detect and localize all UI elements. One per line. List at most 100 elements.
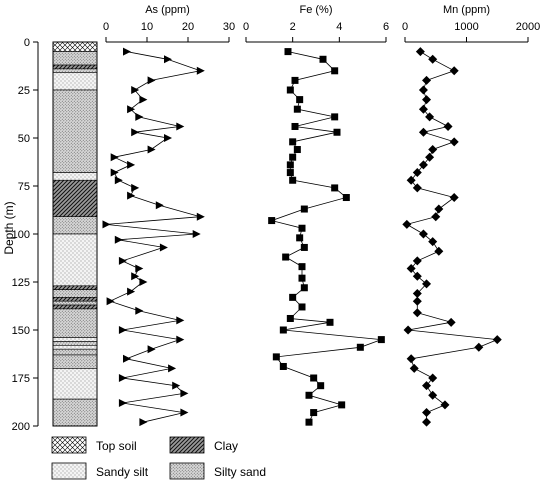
lithology-layer-silty-sand (52, 308, 98, 338)
data-point (293, 146, 301, 154)
x-axis-label: As (ppm) (145, 4, 190, 16)
data-point (180, 408, 189, 417)
data-point (440, 400, 450, 410)
lithology-layer-sandy-silt (52, 368, 98, 400)
lithology-layer-clay (52, 304, 98, 310)
data-point (289, 293, 297, 301)
lithology-layer-sandy-silt (52, 72, 98, 91)
lithology-layer-silty-sand (52, 398, 98, 427)
lithology-layer-silty-sand (52, 89, 98, 173)
depth-tick-label: 50 (18, 133, 30, 145)
data-point (291, 76, 299, 84)
lithology-layer-clay (52, 64, 98, 70)
data-point (310, 409, 318, 417)
data-point (172, 381, 181, 390)
data-point (176, 122, 185, 131)
x-tick-label: 1000 (454, 21, 478, 33)
data-point (412, 271, 422, 281)
data-point (300, 284, 308, 292)
depth-tick-label: 25 (18, 85, 30, 97)
data-point (118, 398, 127, 407)
data-point (406, 264, 416, 274)
data-point (333, 128, 341, 136)
data-point (110, 168, 119, 177)
x-tick-label: 6 (383, 21, 389, 33)
lithology-layer-sandy-silt (52, 337, 98, 342)
data-point (286, 314, 294, 322)
data-point (428, 145, 438, 155)
data-point (286, 86, 294, 94)
data-point (298, 303, 306, 311)
data-point (131, 272, 140, 281)
data-point (425, 152, 435, 162)
series-line (405, 51, 498, 423)
legend-label: Top soil (96, 439, 137, 453)
data-point (428, 54, 438, 64)
data-point (412, 183, 422, 193)
data-point (114, 235, 123, 244)
data-point (127, 105, 136, 114)
data-point (305, 391, 313, 399)
lithology-layer-silty-sand (52, 348, 98, 356)
data-point (402, 219, 412, 229)
data-point (428, 390, 438, 400)
data-point (289, 176, 297, 184)
data-point (286, 169, 294, 177)
depth-tick-label: 150 (12, 325, 30, 337)
depth-tick-label: 0 (24, 37, 30, 49)
data-point (164, 134, 172, 142)
data-point (298, 274, 306, 282)
data-point (135, 112, 144, 121)
data-point (412, 289, 422, 299)
data-point (196, 212, 205, 221)
data-point (428, 373, 438, 383)
data-point (492, 335, 502, 345)
data-point (446, 317, 456, 327)
data-point (310, 374, 318, 382)
data-point (431, 212, 441, 222)
data-point (418, 104, 428, 114)
series-line (270, 51, 382, 423)
data-point (139, 95, 148, 104)
data-point (135, 306, 144, 315)
data-point (300, 243, 308, 251)
depth-axis: 0 25 50 75 100 125 150 175 200 (12, 37, 39, 433)
data-point (155, 201, 164, 210)
data-point (106, 297, 115, 306)
data-point (272, 353, 280, 361)
x-axis-label: Fe (%) (300, 4, 333, 16)
data-point (342, 194, 350, 202)
lithology-layer-clay (52, 297, 98, 302)
data-point (434, 204, 444, 214)
data-point (139, 278, 148, 286)
data-point (331, 113, 339, 121)
data-point (118, 326, 127, 334)
lithology-layer-silty-sand (52, 68, 98, 74)
data-point (131, 183, 140, 192)
x-axis-label: Mn (ppm) (443, 4, 490, 16)
data-point (289, 138, 297, 146)
data-point (422, 75, 432, 85)
lithology-column (52, 41, 98, 427)
depth-tick-label: 75 (18, 181, 30, 193)
data-point (331, 184, 339, 192)
data-point (449, 137, 459, 147)
x-tick-label: 0 (103, 21, 109, 33)
data-point (102, 220, 111, 229)
depth-tick-label: 200 (12, 421, 30, 433)
data-point (268, 217, 276, 225)
data-point (110, 153, 119, 162)
x-tick-label: 2 (290, 21, 296, 33)
data-point (418, 85, 428, 95)
x-tick-label: 2000 (516, 21, 540, 33)
data-point (293, 105, 301, 113)
data-point (449, 193, 459, 203)
data-point (409, 363, 419, 373)
lithology-layer-sandy-silt (52, 345, 98, 350)
lithology-layer-silty-sand (52, 216, 98, 235)
data-point (296, 96, 304, 104)
data-point (118, 256, 127, 265)
legend: Top soil Clay Sandy silt Silty sand (51, 436, 266, 480)
data-point (168, 364, 177, 373)
data-point (338, 401, 346, 409)
